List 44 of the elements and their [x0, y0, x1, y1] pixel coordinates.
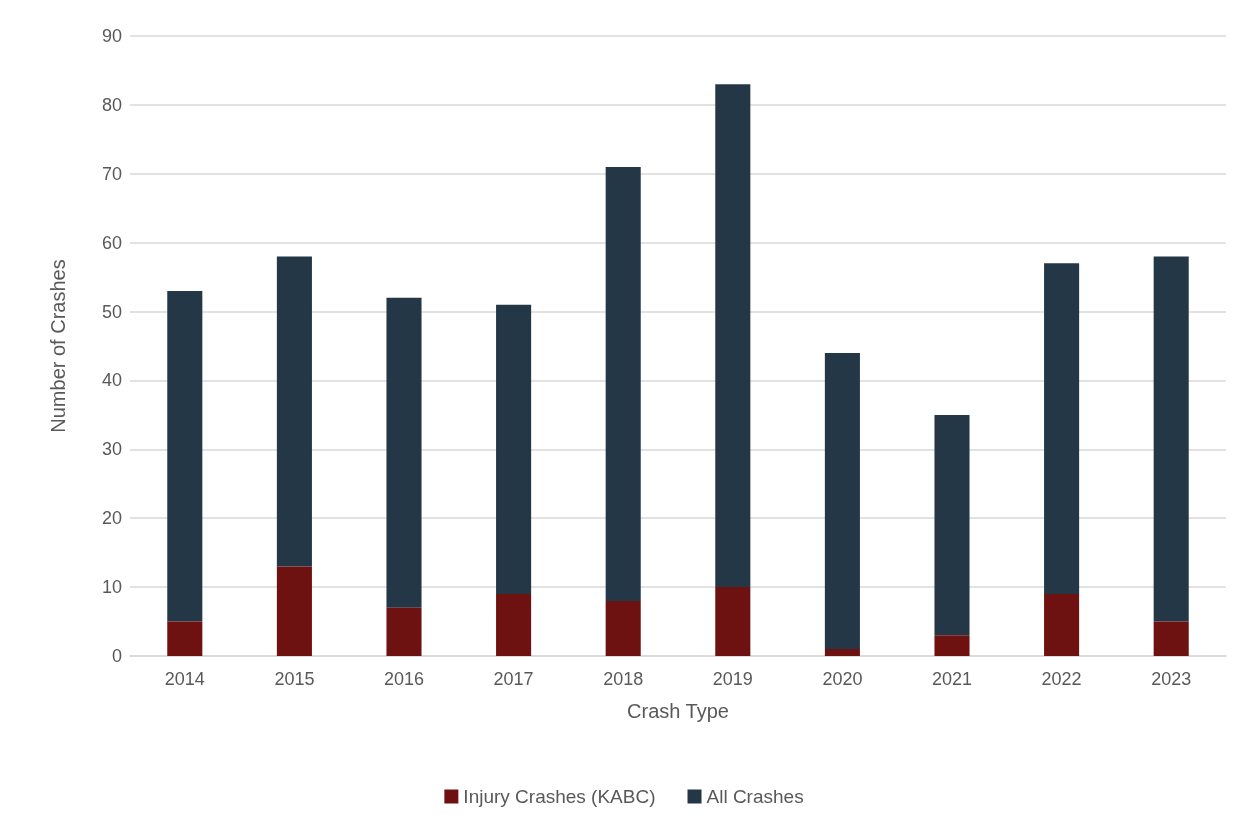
y-tick-label: 70	[101, 163, 122, 184]
x-tick-label: 2018	[603, 669, 644, 689]
y-tick-label: 80	[101, 94, 122, 115]
bar	[276, 256, 312, 567]
bar	[824, 649, 860, 656]
bar	[167, 290, 203, 622]
bar	[496, 594, 532, 656]
bar	[934, 635, 970, 656]
bar	[167, 621, 203, 656]
x-tick-label: 2019	[712, 669, 753, 689]
x-tick-label: 2023	[1151, 669, 1192, 689]
y-tick-label: 90	[101, 26, 122, 46]
bar	[605, 600, 641, 656]
bar	[386, 297, 422, 608]
y-axis-title: Number of Crashes	[47, 259, 69, 433]
bar	[276, 566, 312, 656]
y-tick-label: 20	[101, 508, 122, 529]
bar	[1153, 621, 1189, 656]
bar	[1044, 594, 1080, 656]
x-tick-label: 2015	[274, 669, 315, 689]
bar	[1044, 263, 1080, 594]
bar	[715, 84, 751, 588]
x-axis-title: Crash Type	[627, 700, 729, 722]
x-tick-label: 2017	[493, 669, 534, 689]
bar	[824, 352, 860, 650]
x-tick-label: 2016	[383, 669, 425, 689]
y-tick-label: 50	[101, 301, 122, 322]
y-tick-label: 60	[101, 232, 122, 253]
bar	[715, 587, 751, 656]
y-tick-label: 0	[111, 646, 122, 666]
bar	[1153, 256, 1189, 622]
x-tick-label: 2022	[1041, 669, 1082, 689]
y-tick-label: 10	[101, 577, 122, 598]
bar	[386, 607, 422, 656]
x-tick-label: 2014	[164, 669, 205, 689]
legend-label: Injury Crashes (KABC)	[463, 786, 656, 807]
legend-label: All Crashes	[706, 786, 804, 807]
x-tick-label: 2021	[931, 669, 973, 689]
bar	[496, 304, 532, 594]
y-tick-label: 40	[101, 370, 122, 391]
y-tick-label: 30	[101, 439, 122, 460]
bar	[605, 166, 641, 601]
bar	[934, 414, 970, 636]
x-tick-label: 2020	[822, 669, 863, 689]
